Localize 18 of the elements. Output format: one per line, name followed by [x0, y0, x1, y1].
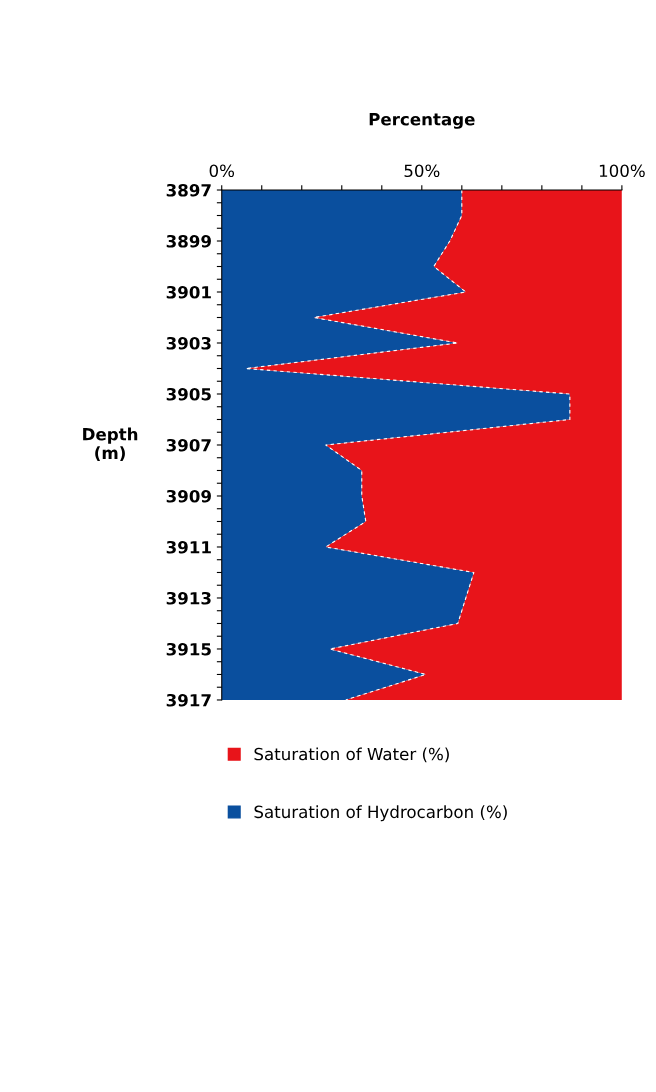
y-axis-title: Depth (m)	[83, 427, 138, 462]
y-tick-label: 3911	[166, 540, 211, 554]
y-tick-label: 3913	[166, 591, 211, 605]
y-tick-label: 3899	[166, 234, 211, 248]
x-tick-label: 100%	[599, 164, 645, 178]
legend-label: Saturation of Hydrocarbon (%)	[254, 805, 507, 822]
legend-label: Saturation of Water (%)	[254, 747, 449, 763]
y-tick-label: 3905	[166, 387, 211, 401]
y-tick-label: 3917	[166, 693, 211, 707]
y-tick-label: 3907	[166, 438, 211, 452]
y-tick-label: 3903	[166, 336, 211, 350]
x-axis-title: Percentage	[369, 113, 475, 129]
x-tick-label: 50%	[404, 164, 440, 178]
y-tick-label: 3897	[166, 183, 211, 197]
y-tick-label: 3901	[166, 285, 211, 299]
y-tick-label: 3915	[166, 642, 211, 656]
x-tick-label: 0%	[209, 164, 235, 178]
y-tick-label: 3909	[166, 489, 211, 503]
